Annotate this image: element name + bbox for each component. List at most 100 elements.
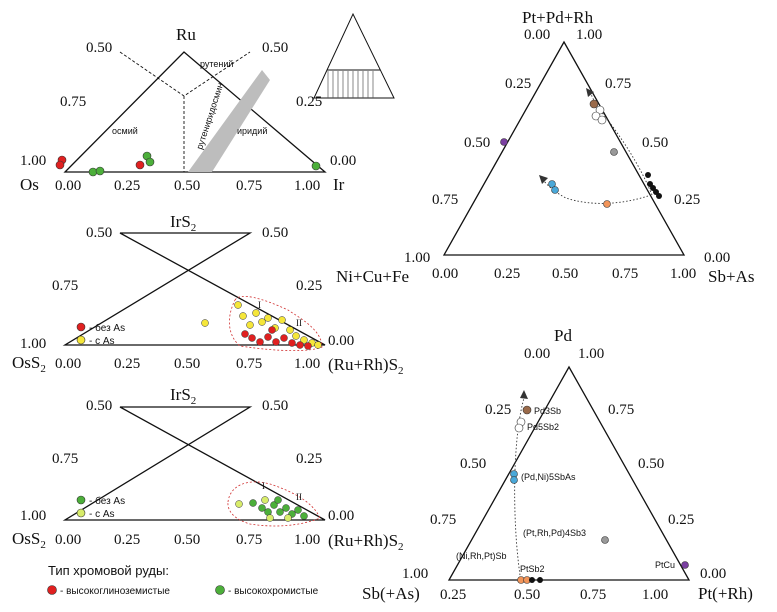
diagram2-region-label-II: II: [296, 318, 302, 328]
diagram4-tick-left: 0.75: [432, 192, 458, 208]
diagram1-apex-right: Ir: [333, 175, 345, 194]
diagram4-tick-bottom: 1.00: [670, 266, 696, 282]
point-high-alumina: [55, 160, 65, 170]
diagram-pd-sb-pt: Pd3Sb Pd5Sb2 (Pd,Ni)5SbAs (Pt,Rh,Pd)4Sb3…: [362, 326, 753, 603]
point-high-chromium: [311, 161, 321, 171]
diagram2-tick-bottom: 0.00: [55, 356, 81, 372]
diagram3-tick-bottom: 0.00: [55, 532, 81, 548]
legend-swatch-without-as: [76, 322, 86, 332]
diagram-sulfides-high-chromium: I II - без As - с As IrS2 OsS2 (Ru+Rh)S2: [12, 385, 404, 553]
diagram2-points: [201, 301, 322, 350]
diagram2-legend: - без As - с As: [76, 322, 125, 347]
diagram3-tick-right: 0.50: [262, 398, 288, 414]
diagram5-apex-top: Pd: [554, 326, 572, 345]
diagram4-tick-left: 0.50: [464, 135, 490, 151]
mineral-label-ptrhpd-sb3: (Pt,Rh,Pd)4Sb3: [523, 528, 586, 538]
diagram4-tick-bottom: 0.25: [494, 266, 520, 282]
point-high-chromium: [145, 157, 155, 167]
diagram4-tick-top: 0.00: [524, 27, 550, 43]
inset-triangle-key: [313, 12, 395, 99]
mineral-label-nirhpt-sb: (Ni,Rh,Pt)Sb: [456, 551, 507, 561]
diagram4-apex-left: Ni+Cu+Fe: [336, 267, 409, 286]
legend-label-high-chromium: - высокохромистые: [228, 586, 319, 597]
inset-hatching: [327, 71, 374, 98]
diagram3-tick-bottom: 0.25: [114, 532, 140, 548]
inset-triangle: [313, 12, 395, 99]
legend-swatch-high-alumina: [47, 585, 57, 595]
legend-swatch-without-as: [76, 495, 86, 505]
legend-swatch-with-as: [76, 335, 86, 345]
diagram5-tick-right: 0.25: [668, 512, 694, 528]
diagram2-apex-left: OsS2: [12, 353, 46, 375]
diagram4-apex-top: Pt+Pd+Rh: [522, 8, 594, 27]
diagram5-tick-right: 0.00: [700, 566, 726, 582]
diagram4-trend-arrow-lower: [542, 179, 649, 204]
diagram5-tick-left: 1.00: [402, 566, 428, 582]
diagram3-apex-left: OsS2: [12, 529, 46, 551]
diagram3-legend: - без As - с As: [76, 495, 125, 520]
diagram5-tick-left: 0.25: [485, 402, 511, 418]
legend-label-without-as: - без As: [89, 322, 125, 334]
diagram5-tick-bottom: 0.50: [514, 587, 540, 603]
diagram5-tick-right: 0.50: [638, 456, 664, 472]
diagram3-tick-left: 1.00: [20, 508, 46, 524]
diagram4-tick-bottom: 0.00: [432, 266, 458, 282]
mineral-label-pd3sb: Pd3Sb: [534, 406, 561, 416]
diagram-os-ru-ir: рутений осмий рутениридосмин иридий Ru O…: [20, 25, 356, 194]
diagram1-tick-bottom: 1.00: [294, 178, 320, 194]
chrome-ore-type-legend: Тип хромовой руды: - высокоглиноземистые…: [47, 563, 319, 597]
diagram4-tick-top: 1.00: [576, 27, 602, 43]
diagram1-tick-left: 1.00: [20, 153, 46, 169]
diagram1-tick-bottom: 0.50: [174, 178, 200, 194]
diagram4-tick-right: 0.50: [642, 135, 668, 151]
diagram3-region-label-II: II: [296, 492, 302, 502]
diagram4-tick-left: 0.25: [505, 76, 531, 92]
diagram3-points: [235, 496, 308, 522]
diagram2-tick-bottom: 0.50: [174, 356, 200, 372]
diagram4-tick-left: 1.00: [404, 250, 430, 266]
diagram3-apex-right: (Ru+Rh)S2: [328, 531, 404, 553]
field-label-iridium: иридий: [237, 126, 267, 136]
diagram1-triangle: [63, 51, 327, 173]
mineral-label-ptsb2: PtSb2: [520, 564, 545, 574]
diagram5-tick-top: 0.00: [524, 346, 550, 362]
legend-swatch-high-chromium: [215, 585, 225, 595]
diagram2-tick-left: 0.50: [86, 225, 112, 241]
diagram3-tick-right: 0.00: [328, 508, 354, 524]
legend-label-with-as: - с As: [89, 509, 115, 520]
diagram4-trend-arrow-upper: [589, 91, 653, 196]
diagram3-tick-bottom: 1.00: [294, 532, 320, 548]
diagram2-tick-left: 1.00: [20, 336, 46, 352]
field-label-osmium: осмий: [112, 126, 138, 136]
diagram1-tick-left: 0.75: [60, 94, 86, 110]
diagram5-tick-top: 1.00: [578, 346, 604, 362]
diagram2-tick-bottom: 0.25: [114, 356, 140, 372]
diagram1-tick-right: 0.50: [262, 40, 288, 56]
diagram5-points: [510, 405, 689, 584]
diagram5-tick-bottom: 1.00: [642, 587, 668, 603]
diagram3-tick-bottom: 0.75: [236, 532, 262, 548]
diagram4-tick-right: 0.00: [704, 250, 730, 266]
diagram1-apex-top: Ru: [176, 25, 196, 44]
diagram1-tick-left: 0.50: [86, 40, 112, 56]
field-label-ruthenium: рутений: [200, 59, 233, 69]
diagram5-apex-left: Sb(+As): [362, 584, 420, 603]
miscibility-gap-band: [188, 70, 270, 172]
diagram1-tick-bottom: 0.75: [236, 178, 262, 194]
diagram2-apex-top: IrS2: [170, 212, 196, 234]
diagram5-arrow-head: [520, 390, 528, 399]
mineral-label-pdni-sbas: (Pd,Ni)5SbAs: [521, 472, 576, 482]
diagram2-tick-bottom: 1.00: [294, 356, 320, 372]
diagram3-apex-top: IrS2: [170, 385, 196, 407]
diagram3-tick-bottom: 0.50: [174, 532, 200, 548]
diagram2-tick-right: 0.25: [296, 278, 322, 294]
diagram5-tick-bottom: 0.25: [440, 587, 466, 603]
diagram1-tick-bottom: 0.00: [55, 178, 81, 194]
diagram2-apex-right: (Ru+Rh)S2: [328, 355, 404, 377]
diagram4-arrow-head: [586, 88, 594, 97]
diagram3-field-I: [227, 481, 321, 527]
diagram4-triangle: [442, 40, 686, 256]
diagram1-apex-left: Os: [20, 175, 39, 194]
diagram1-tick-bottom: 0.25: [114, 178, 140, 194]
diagram5-apex-right: Pt(+Rh): [698, 584, 753, 603]
